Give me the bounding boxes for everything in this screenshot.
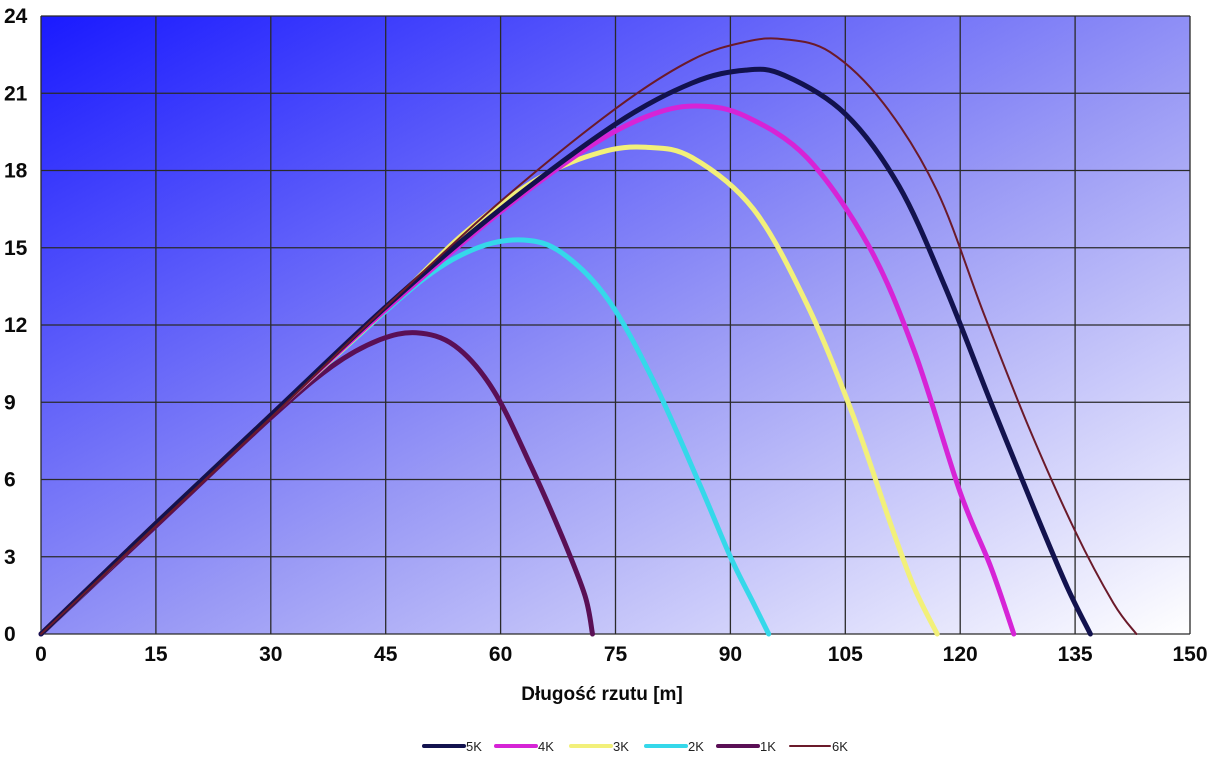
series-line-6k — [40, 37, 1138, 635]
y-tick-label: 6 — [4, 469, 16, 492]
legend-label-6k: 6K — [832, 739, 848, 754]
y-tick-label: 24 — [4, 5, 28, 28]
y-tick-label: 3 — [4, 546, 16, 569]
x-tick-label: 45 — [374, 643, 398, 666]
y-tick-label: 12 — [4, 314, 27, 337]
legend-label-5k: 5K — [466, 739, 482, 754]
y-tick-label: 18 — [4, 160, 28, 183]
series-line-5k — [38, 66, 1093, 637]
x-tick-label: 60 — [489, 643, 512, 666]
x-tick-label: 0 — [35, 643, 47, 666]
y-tick-label: 15 — [4, 237, 28, 260]
tick-labels: 0 15 30 45 60 75 90 105 120 135 150 0 3 6 9 12 15 18 21 24 — [4, 5, 1208, 666]
x-tick-label: 150 — [1172, 643, 1207, 666]
legend-label-2k: 2K — [688, 739, 704, 754]
x-tick-label: 30 — [259, 643, 282, 666]
legend-box — [418, 735, 864, 757]
x-tick-label: 90 — [719, 643, 742, 666]
legend: 5K 4K 3K 2K 1K 6K — [418, 735, 864, 757]
legend-label-4k: 4K — [538, 739, 554, 754]
x-tick-label: 120 — [943, 643, 978, 666]
legend-label-3k: 3K — [613, 739, 629, 754]
x-tick-label: 75 — [604, 643, 628, 666]
legend-label-1k: 1K — [760, 739, 776, 754]
x-axis-label: Długość rzutu [m] — [521, 684, 683, 705]
x-tick-label: 105 — [828, 643, 863, 666]
x-tick-label: 15 — [144, 643, 168, 666]
series-lines — [38, 37, 1138, 637]
x-tick-label: 135 — [1058, 643, 1093, 666]
y-tick-label: 9 — [4, 391, 16, 414]
grid — [40, 15, 1191, 635]
y-tick-label: 21 — [4, 82, 28, 105]
y-tick-label: 0 — [4, 623, 16, 646]
